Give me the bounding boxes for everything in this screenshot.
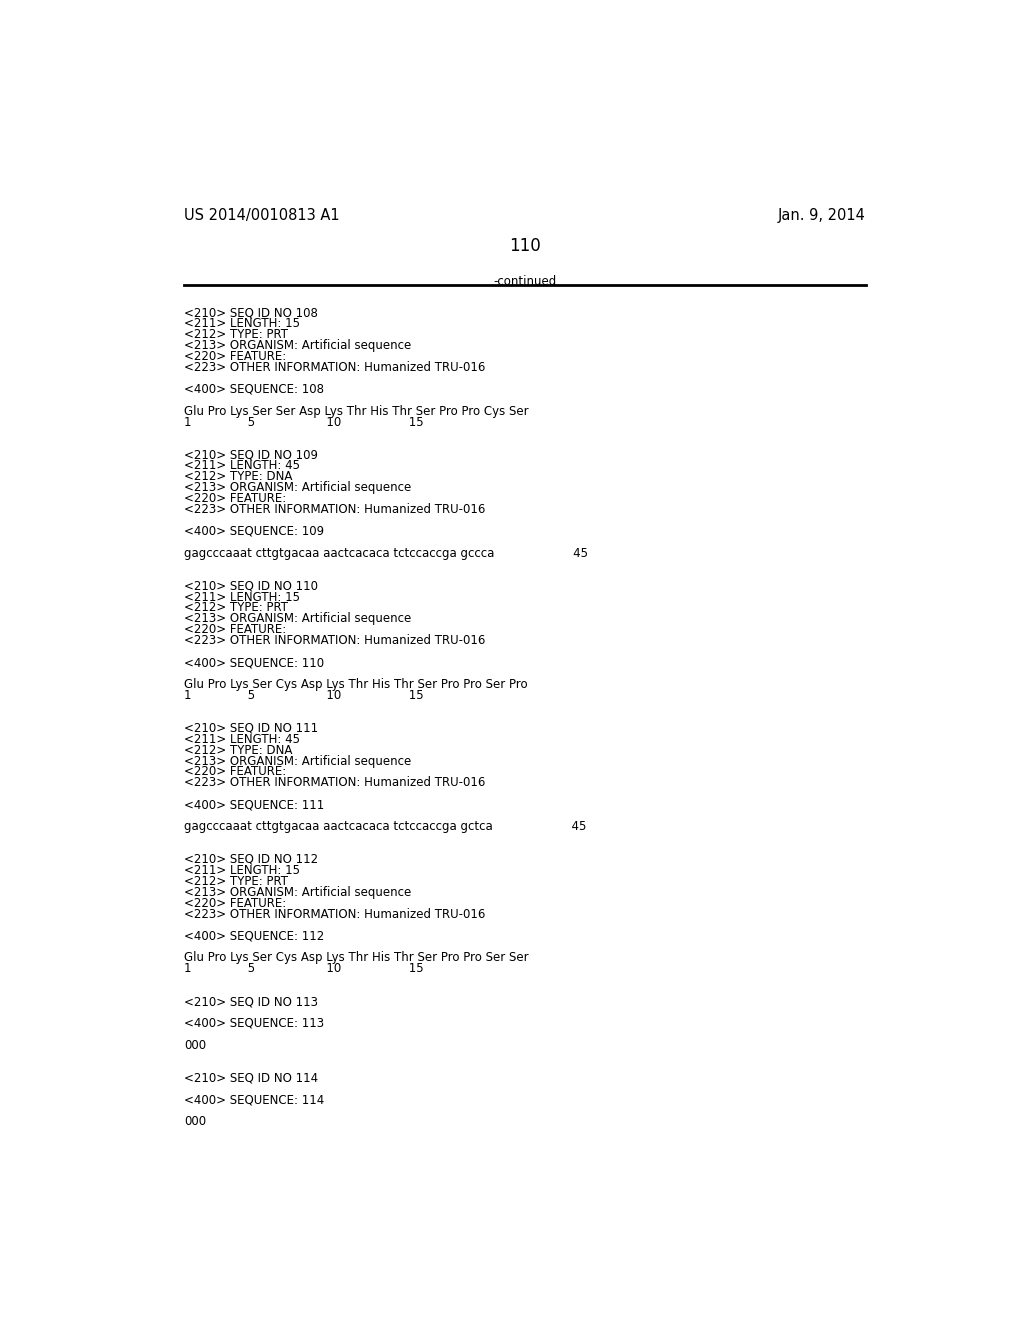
- Text: gagcccaaat cttgtgacaa aactcacaca tctccaccga gctca                     45: gagcccaaat cttgtgacaa aactcacaca tctccac…: [183, 820, 586, 833]
- Text: <211> LENGTH: 45: <211> LENGTH: 45: [183, 459, 300, 473]
- Text: 110: 110: [509, 238, 541, 255]
- Text: <220> FEATURE:: <220> FEATURE:: [183, 766, 286, 779]
- Text: <211> LENGTH: 15: <211> LENGTH: 15: [183, 590, 300, 603]
- Text: <223> OTHER INFORMATION: Humanized TRU-016: <223> OTHER INFORMATION: Humanized TRU-0…: [183, 503, 485, 516]
- Text: Glu Pro Lys Ser Cys Asp Lys Thr His Thr Ser Pro Pro Ser Pro: Glu Pro Lys Ser Cys Asp Lys Thr His Thr …: [183, 678, 527, 690]
- Text: -continued: -continued: [494, 276, 556, 289]
- Text: <400> SEQUENCE: 114: <400> SEQUENCE: 114: [183, 1093, 324, 1106]
- Text: <213> ORGANISM: Artificial sequence: <213> ORGANISM: Artificial sequence: [183, 339, 411, 352]
- Text: <213> ORGANISM: Artificial sequence: <213> ORGANISM: Artificial sequence: [183, 886, 411, 899]
- Text: <400> SEQUENCE: 108: <400> SEQUENCE: 108: [183, 383, 324, 396]
- Text: Glu Pro Lys Ser Cys Asp Lys Thr His Thr Ser Pro Pro Ser Ser: Glu Pro Lys Ser Cys Asp Lys Thr His Thr …: [183, 952, 528, 965]
- Text: Glu Pro Lys Ser Ser Asp Lys Thr His Thr Ser Pro Pro Cys Ser: Glu Pro Lys Ser Ser Asp Lys Thr His Thr …: [183, 405, 528, 417]
- Text: <211> LENGTH: 45: <211> LENGTH: 45: [183, 733, 300, 746]
- Text: 1               5                   10                  15: 1 5 10 15: [183, 416, 424, 429]
- Text: <220> FEATURE:: <220> FEATURE:: [183, 896, 286, 909]
- Text: Jan. 9, 2014: Jan. 9, 2014: [778, 209, 866, 223]
- Text: 1               5                   10                  15: 1 5 10 15: [183, 689, 424, 702]
- Text: gagcccaaat cttgtgacaa aactcacaca tctccaccga gccca                     45: gagcccaaat cttgtgacaa aactcacaca tctccac…: [183, 546, 588, 560]
- Text: <210> SEQ ID NO 112: <210> SEQ ID NO 112: [183, 853, 317, 866]
- Text: <212> TYPE: PRT: <212> TYPE: PRT: [183, 875, 288, 888]
- Text: US 2014/0010813 A1: US 2014/0010813 A1: [183, 209, 339, 223]
- Text: <220> FEATURE:: <220> FEATURE:: [183, 623, 286, 636]
- Text: <210> SEQ ID NO 109: <210> SEQ ID NO 109: [183, 449, 317, 462]
- Text: <212> TYPE: DNA: <212> TYPE: DNA: [183, 470, 292, 483]
- Text: <212> TYPE: DNA: <212> TYPE: DNA: [183, 743, 292, 756]
- Text: <213> ORGANISM: Artificial sequence: <213> ORGANISM: Artificial sequence: [183, 482, 411, 494]
- Text: <210> SEQ ID NO 113: <210> SEQ ID NO 113: [183, 995, 317, 1008]
- Text: <211> LENGTH: 15: <211> LENGTH: 15: [183, 863, 300, 876]
- Text: <220> FEATURE:: <220> FEATURE:: [183, 350, 286, 363]
- Text: <210> SEQ ID NO 110: <210> SEQ ID NO 110: [183, 579, 317, 593]
- Text: <210> SEQ ID NO 111: <210> SEQ ID NO 111: [183, 722, 317, 735]
- Text: 000: 000: [183, 1039, 206, 1052]
- Text: <212> TYPE: PRT: <212> TYPE: PRT: [183, 329, 288, 341]
- Text: 1               5                   10                  15: 1 5 10 15: [183, 962, 424, 975]
- Text: 000: 000: [183, 1115, 206, 1129]
- Text: <400> SEQUENCE: 112: <400> SEQUENCE: 112: [183, 929, 324, 942]
- Text: <223> OTHER INFORMATION: Humanized TRU-016: <223> OTHER INFORMATION: Humanized TRU-0…: [183, 776, 485, 789]
- Text: <223> OTHER INFORMATION: Humanized TRU-016: <223> OTHER INFORMATION: Humanized TRU-0…: [183, 360, 485, 374]
- Text: <211> LENGTH: 15: <211> LENGTH: 15: [183, 317, 300, 330]
- Text: <223> OTHER INFORMATION: Humanized TRU-016: <223> OTHER INFORMATION: Humanized TRU-0…: [183, 908, 485, 920]
- Text: <400> SEQUENCE: 109: <400> SEQUENCE: 109: [183, 525, 324, 539]
- Text: <213> ORGANISM: Artificial sequence: <213> ORGANISM: Artificial sequence: [183, 612, 411, 626]
- Text: <210> SEQ ID NO 108: <210> SEQ ID NO 108: [183, 306, 317, 319]
- Text: <210> SEQ ID NO 114: <210> SEQ ID NO 114: [183, 1072, 317, 1085]
- Text: <400> SEQUENCE: 111: <400> SEQUENCE: 111: [183, 799, 324, 812]
- Text: <213> ORGANISM: Artificial sequence: <213> ORGANISM: Artificial sequence: [183, 755, 411, 767]
- Text: <400> SEQUENCE: 110: <400> SEQUENCE: 110: [183, 656, 324, 669]
- Text: <212> TYPE: PRT: <212> TYPE: PRT: [183, 602, 288, 614]
- Text: <400> SEQUENCE: 113: <400> SEQUENCE: 113: [183, 1016, 324, 1030]
- Text: <220> FEATURE:: <220> FEATURE:: [183, 492, 286, 506]
- Text: <223> OTHER INFORMATION: Humanized TRU-016: <223> OTHER INFORMATION: Humanized TRU-0…: [183, 635, 485, 647]
